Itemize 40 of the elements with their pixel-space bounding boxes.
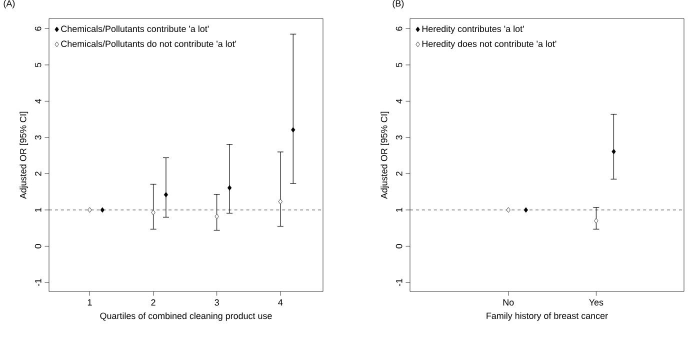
- x-tick-label: 1: [88, 300, 92, 306]
- point: [227, 185, 232, 191]
- legend-label: Chemicals/Pollutants do not contribute 'a lot': [61, 40, 236, 48]
- y-tick-label: 2: [34, 172, 42, 176]
- y-tick-label: 5: [396, 63, 402, 68]
- y-axis-title: Adjusted OR [95% CI]: [20, 112, 28, 200]
- y-tick-label: 6: [396, 26, 402, 31]
- point: [164, 192, 168, 198]
- point: [88, 207, 92, 213]
- point: [214, 214, 219, 220]
- y-tick-label: 2: [396, 172, 402, 176]
- point: [278, 199, 282, 205]
- x-tick-label: Yes: [589, 300, 604, 306]
- y-tick-label: 0: [34, 244, 42, 249]
- x-tick-label: 4: [278, 300, 283, 306]
- y-tick-label: 1: [35, 208, 42, 212]
- y-tick-label: 3: [34, 136, 42, 140]
- chart-title: (B): [392, 0, 404, 9]
- legend-label: Heredity does not contribute 'a lot': [422, 40, 556, 49]
- x-axis-title: Quartiles of combined cleaning product use: [100, 312, 272, 322]
- y-axis-title: Adjusted OR [95% CI]: [380, 112, 390, 200]
- point: [151, 210, 156, 216]
- x-tick-label: 2: [151, 300, 156, 306]
- x-axis-title: Family history of breast cancer: [486, 312, 608, 321]
- x-tick-label: No: [503, 300, 514, 306]
- y-tick-label: 1: [396, 208, 402, 212]
- point: [291, 127, 296, 133]
- y-tick-label: 3: [396, 136, 402, 140]
- y-tick-label: 6: [34, 26, 42, 31]
- chart-title: (A): [4, 0, 15, 9]
- y-tick-label: -1: [35, 279, 42, 286]
- y-tick-label: -1: [396, 279, 402, 286]
- point: [100, 207, 104, 213]
- legend-label: Chemicals/Pollutants contribute 'a lot': [61, 26, 209, 32]
- y-tick-label: 4: [35, 99, 42, 104]
- legend-label: Heredity contributes 'a lot': [422, 26, 524, 34]
- y-tick-label: 5: [34, 63, 42, 68]
- y-tick-label: 0: [396, 244, 402, 249]
- y-tick-label: 4: [396, 99, 402, 104]
- x-tick-label: 3: [214, 300, 219, 306]
